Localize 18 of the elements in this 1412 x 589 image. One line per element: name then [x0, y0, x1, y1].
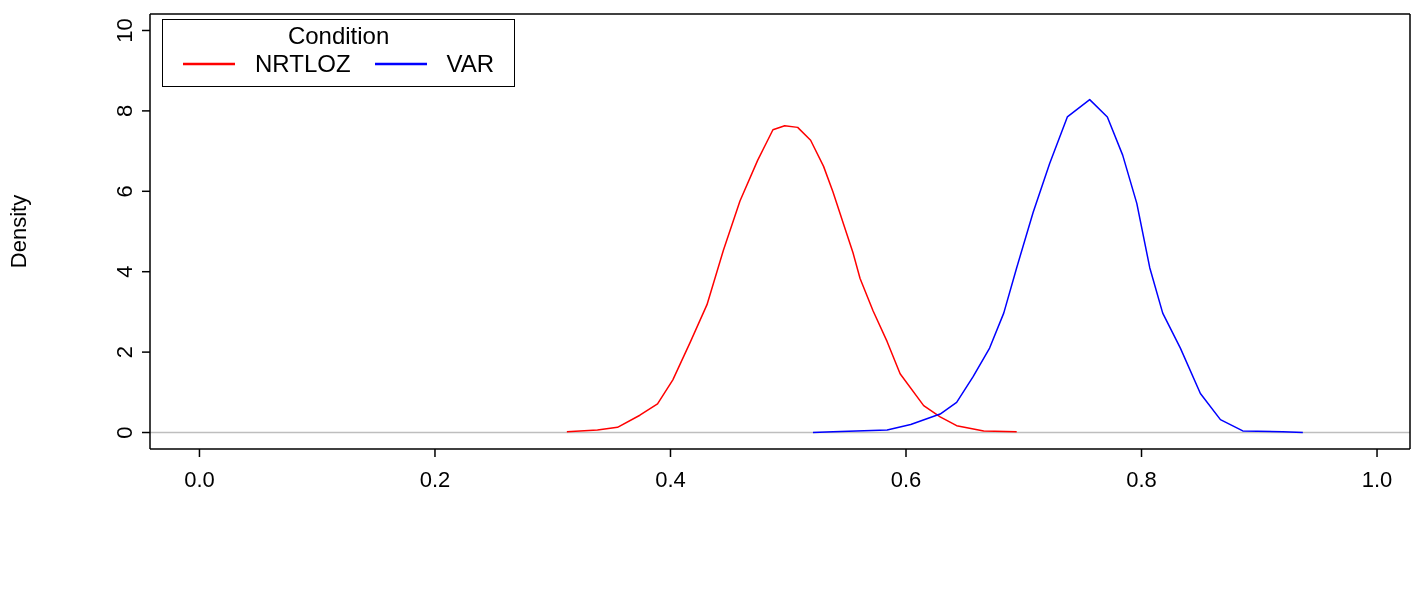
- x-tick-label: 0.8: [1126, 467, 1157, 492]
- y-tick-label: 4: [111, 265, 137, 278]
- legend-label: VAR: [446, 50, 495, 78]
- legend-label: NRTLOZ: [255, 50, 351, 78]
- x-tick-label: 0.4: [655, 467, 686, 492]
- line-series: [812, 98, 1304, 434]
- y-tick-label: 2: [111, 345, 137, 359]
- line-series: [566, 125, 1018, 433]
- y-tick-label: 0: [111, 426, 137, 439]
- y-tick-label: 8: [111, 104, 137, 118]
- x-tick-label: 0.2: [419, 467, 451, 492]
- y-tick-label: 6: [111, 185, 137, 198]
- legend-title: Condition: [286, 22, 391, 50]
- x-tick-label: 0.0: [184, 467, 215, 492]
- x-tick-label: 1.0: [1361, 467, 1393, 492]
- x-tick-label: 0.6: [890, 467, 922, 492]
- y-axis-title: Density: [5, 194, 31, 269]
- y-tick-label: 10: [111, 18, 137, 43]
